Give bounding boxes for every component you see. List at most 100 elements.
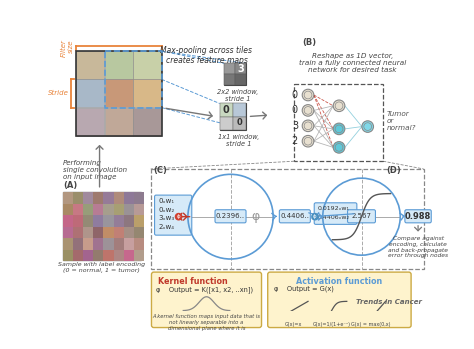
FancyBboxPatch shape: [93, 238, 103, 250]
FancyBboxPatch shape: [103, 238, 113, 250]
Text: Activation function: Activation function: [296, 277, 383, 287]
FancyBboxPatch shape: [93, 192, 103, 203]
Circle shape: [333, 142, 345, 153]
Text: G(x)=1/(1+e⁻ˣ): G(x)=1/(1+e⁻ˣ): [313, 322, 351, 327]
Text: (D): (D): [386, 166, 401, 175]
FancyBboxPatch shape: [103, 203, 113, 215]
FancyBboxPatch shape: [235, 74, 246, 85]
FancyBboxPatch shape: [224, 64, 246, 85]
FancyBboxPatch shape: [105, 51, 133, 79]
FancyBboxPatch shape: [314, 203, 357, 224]
FancyBboxPatch shape: [83, 203, 93, 215]
FancyBboxPatch shape: [219, 104, 246, 130]
Text: φ    Output = K([x1, x2, ..xn]): φ Output = K([x1, x2, ..xn]): [156, 286, 253, 293]
Text: (B): (B): [302, 38, 316, 47]
FancyBboxPatch shape: [76, 107, 104, 136]
FancyBboxPatch shape: [155, 195, 192, 235]
FancyBboxPatch shape: [73, 203, 83, 215]
FancyBboxPatch shape: [76, 51, 104, 79]
FancyBboxPatch shape: [113, 227, 124, 238]
Text: 0.0192ₓw₁: 0.0192ₓw₁: [317, 207, 349, 211]
FancyBboxPatch shape: [347, 210, 375, 223]
Text: Sample with label encoding
(0 = normal, 1 = tumor): Sample with label encoding (0 = normal, …: [58, 262, 146, 273]
Text: Performing
single convolution
on input image: Performing single convolution on input i…: [63, 160, 127, 180]
Text: φ: φ: [251, 210, 259, 223]
Text: (C): (C): [153, 166, 167, 175]
FancyBboxPatch shape: [124, 250, 134, 261]
Text: 0.2396..: 0.2396..: [216, 213, 245, 219]
FancyBboxPatch shape: [105, 79, 133, 107]
FancyBboxPatch shape: [134, 250, 144, 261]
Text: 2.567: 2.567: [352, 213, 372, 219]
FancyBboxPatch shape: [219, 117, 233, 130]
FancyBboxPatch shape: [103, 215, 113, 227]
FancyBboxPatch shape: [63, 238, 73, 250]
Circle shape: [302, 105, 314, 116]
FancyBboxPatch shape: [124, 203, 134, 215]
FancyBboxPatch shape: [103, 227, 113, 238]
FancyBboxPatch shape: [93, 215, 103, 227]
FancyBboxPatch shape: [83, 238, 93, 250]
FancyBboxPatch shape: [63, 227, 73, 238]
Text: 3: 3: [237, 64, 244, 74]
FancyBboxPatch shape: [124, 215, 134, 227]
Text: 0ₓw₂: 0ₓw₂: [158, 207, 175, 213]
FancyBboxPatch shape: [105, 107, 133, 136]
FancyBboxPatch shape: [76, 79, 104, 107]
Text: 0: 0: [222, 105, 229, 114]
Circle shape: [311, 213, 319, 221]
FancyBboxPatch shape: [63, 192, 73, 203]
Circle shape: [175, 213, 182, 221]
Circle shape: [302, 135, 314, 147]
Bar: [105, 51, 162, 107]
Text: 0: 0: [236, 118, 242, 127]
Text: Compare against
encoding, calculate
and back-propagate
error through nodes: Compare against encoding, calculate and …: [388, 236, 448, 258]
FancyBboxPatch shape: [133, 51, 161, 79]
Text: 2: 2: [292, 136, 298, 146]
FancyBboxPatch shape: [83, 227, 93, 238]
Text: 0: 0: [292, 90, 298, 100]
FancyBboxPatch shape: [113, 238, 124, 250]
FancyBboxPatch shape: [134, 192, 144, 203]
Text: 0.988: 0.988: [405, 212, 431, 221]
FancyBboxPatch shape: [63, 215, 73, 227]
FancyBboxPatch shape: [405, 210, 431, 223]
Bar: [151, 169, 423, 269]
FancyBboxPatch shape: [235, 64, 246, 74]
FancyBboxPatch shape: [73, 227, 83, 238]
Bar: [294, 84, 383, 161]
FancyBboxPatch shape: [83, 250, 93, 261]
Text: G(x)=x: G(x)=x: [284, 322, 302, 327]
Circle shape: [302, 89, 314, 101]
FancyBboxPatch shape: [268, 272, 411, 328]
Text: 2ₓw₄: 2ₓw₄: [158, 224, 174, 230]
FancyBboxPatch shape: [152, 272, 262, 328]
FancyBboxPatch shape: [224, 64, 235, 74]
Text: Trends in Cancer: Trends in Cancer: [356, 299, 422, 305]
Circle shape: [302, 120, 314, 132]
FancyBboxPatch shape: [73, 250, 83, 261]
Text: Kernel function: Kernel function: [158, 277, 228, 287]
FancyBboxPatch shape: [124, 227, 134, 238]
FancyBboxPatch shape: [93, 203, 103, 215]
Text: Max-pooling across tiles
creates feature maps: Max-pooling across tiles creates feature…: [161, 46, 253, 65]
FancyBboxPatch shape: [73, 238, 83, 250]
FancyBboxPatch shape: [63, 250, 73, 261]
FancyBboxPatch shape: [279, 210, 310, 223]
FancyBboxPatch shape: [133, 79, 161, 107]
FancyBboxPatch shape: [83, 215, 93, 227]
FancyBboxPatch shape: [233, 117, 246, 130]
Text: A kernel function maps input data that is
not linearly separable into a
dimensio: A kernel function maps input data that i…: [153, 314, 261, 331]
FancyBboxPatch shape: [93, 250, 103, 261]
FancyBboxPatch shape: [215, 210, 246, 223]
FancyBboxPatch shape: [73, 215, 83, 227]
Text: 0: 0: [292, 105, 298, 116]
FancyBboxPatch shape: [113, 215, 124, 227]
Text: G(x) = max(0,x): G(x) = max(0,x): [351, 322, 391, 327]
Text: 1x1 window,
stride 1: 1x1 window, stride 1: [219, 134, 260, 147]
Text: Filter
size: Filter size: [61, 39, 74, 57]
FancyBboxPatch shape: [134, 215, 144, 227]
FancyBboxPatch shape: [134, 238, 144, 250]
Text: 0ₓw₁: 0ₓw₁: [158, 198, 174, 204]
Text: (A): (A): [63, 181, 77, 190]
